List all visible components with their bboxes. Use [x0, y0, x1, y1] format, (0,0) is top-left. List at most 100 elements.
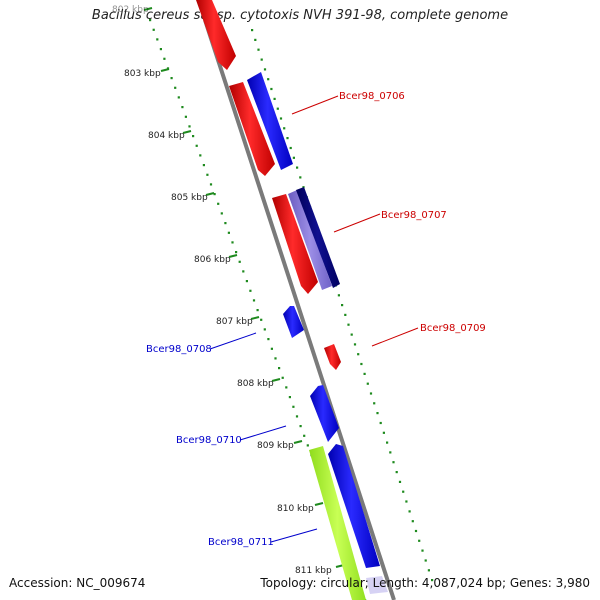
- track-dot: [389, 451, 392, 454]
- track-dot: [254, 38, 257, 41]
- leader-line: [209, 332, 257, 350]
- track-dot: [402, 490, 405, 493]
- track-dot: [170, 77, 173, 80]
- track-dot: [260, 58, 263, 61]
- track-dot: [337, 294, 340, 297]
- tick-label: 809 kbp: [257, 441, 294, 451]
- gene-feature-reverse[interactable]: [283, 306, 304, 338]
- track-dot: [286, 137, 289, 140]
- gene-label-bcer98-0706[interactable]: Bcer98_0706: [339, 91, 405, 102]
- track-dot: [395, 471, 398, 474]
- gene-feature-reverse[interactable]: [328, 444, 380, 568]
- track-dot: [267, 338, 270, 341]
- track-dot: [376, 412, 379, 415]
- track-dot: [341, 304, 344, 307]
- track-dot: [149, 19, 152, 22]
- track-dot: [357, 353, 360, 356]
- gene-feature-reverse[interactable]: [310, 385, 339, 442]
- track-dot: [177, 96, 180, 99]
- track-dot: [267, 78, 270, 81]
- track-dot: [220, 212, 223, 215]
- track-dot: [159, 48, 162, 51]
- tick-label: 810 kbp: [277, 504, 314, 514]
- tick-mark: [143, 7, 153, 11]
- track-dot: [251, 29, 254, 32]
- track-dot: [405, 500, 408, 503]
- track-dot: [386, 441, 389, 444]
- gene-label-bcer98-0710[interactable]: Bcer98_0710: [176, 435, 242, 446]
- tick-label: 802 kbp: [112, 5, 149, 15]
- track-dot: [283, 127, 286, 130]
- gene-feature-forward[interactable]: [229, 82, 275, 176]
- tick-label: 805 kbp: [171, 193, 208, 203]
- leader-line: [333, 213, 381, 233]
- gene-feature-forward[interactable]: [272, 194, 318, 294]
- gene-feature-lavender[interactable]: [288, 190, 332, 290]
- tick-label: 808 kbp: [237, 379, 274, 389]
- track-dot: [156, 38, 159, 41]
- track-dot: [152, 28, 155, 31]
- gene-label-leaders: [209, 95, 419, 543]
- track-dot: [257, 48, 260, 51]
- gene-label-bcer98-0711[interactable]: Bcer98_0711: [208, 537, 274, 548]
- gene-feature-lavender[interactable]: [366, 576, 388, 594]
- track-dot: [238, 260, 241, 263]
- gene-feature-forward[interactable]: [324, 344, 341, 370]
- track-dot: [418, 539, 421, 542]
- gene-feature-yellowgreen[interactable]: [309, 446, 366, 600]
- tick-label: 803 kbp: [124, 69, 161, 79]
- gene-feature-dark[interactable]: [296, 187, 340, 288]
- track-dot: [292, 156, 295, 159]
- track-dot: [344, 313, 347, 316]
- gene-feature-forward[interactable]: [196, 0, 236, 70]
- track-dot: [235, 251, 238, 254]
- track-dot: [299, 176, 302, 179]
- track-dot: [306, 444, 309, 447]
- gene-label-bcer98-0707[interactable]: Bcer98_0707: [381, 210, 447, 221]
- track-dot: [202, 164, 205, 167]
- track-dot: [199, 154, 202, 157]
- track-dot: [252, 299, 256, 302]
- track-dot: [421, 549, 424, 552]
- tick-mark: [228, 254, 238, 258]
- tick-mark: [182, 130, 192, 134]
- tick-label: 807 kbp: [216, 317, 253, 327]
- track-dot: [256, 309, 259, 312]
- track-dot: [398, 480, 402, 483]
- gene-labels: Bcer98_0706 Bcer98_0707 Bcer98_0709 Bcer…: [146, 91, 486, 548]
- leader-line: [239, 425, 287, 441]
- track-dot: [270, 87, 273, 91]
- track-dot: [192, 135, 195, 138]
- gene-features: [196, 0, 388, 600]
- track-dot: [242, 270, 245, 273]
- track-dot: [295, 415, 299, 418]
- track-dot: [427, 569, 430, 572]
- tick-mark: [250, 316, 260, 320]
- track-dot: [299, 425, 302, 428]
- tick-label: 811 kbp: [295, 566, 332, 576]
- tick-mark: [205, 192, 215, 196]
- track-dot: [373, 402, 376, 405]
- track-dot: [285, 386, 288, 389]
- track-dot: [411, 520, 414, 523]
- track-dot: [227, 231, 230, 234]
- genome-backbone: [203, 19, 396, 600]
- track-dot: [382, 431, 385, 434]
- gene-label-bcer98-0709[interactable]: Bcer98_0709: [420, 323, 486, 334]
- track-dot: [296, 166, 299, 169]
- track-dot: [366, 382, 369, 385]
- gene-label-bcer98-0708[interactable]: Bcer98_0708: [146, 344, 212, 355]
- track-dot: [188, 125, 191, 128]
- track-dot: [231, 241, 234, 244]
- track-dot: [431, 579, 434, 582]
- track-dot: [181, 106, 184, 109]
- track-dot: [217, 202, 220, 205]
- track-dot: [270, 347, 273, 350]
- tick-mark: [293, 440, 303, 444]
- track-dot: [289, 146, 292, 150]
- track-dot: [213, 193, 216, 196]
- tick-mark: [314, 502, 324, 506]
- gene-feature-reverse[interactable]: [247, 72, 293, 170]
- track-dot: [263, 68, 267, 71]
